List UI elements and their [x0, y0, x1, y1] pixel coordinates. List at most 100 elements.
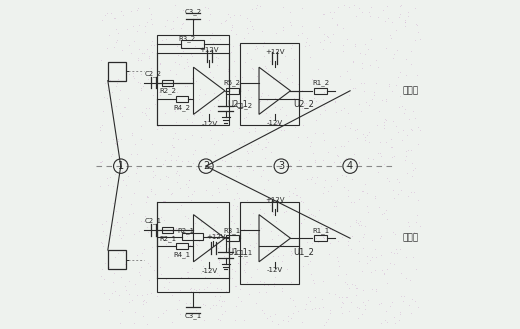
Point — [304, 42, 313, 48]
Point — [385, 179, 394, 184]
Point — [407, 62, 415, 67]
Point — [210, 103, 218, 109]
Point — [339, 48, 347, 54]
Point — [295, 58, 303, 63]
Point — [320, 184, 328, 189]
Point — [112, 141, 120, 147]
Point — [160, 198, 168, 203]
Text: 3: 3 — [278, 161, 284, 171]
Point — [277, 127, 285, 133]
Point — [204, 267, 212, 272]
Point — [230, 221, 238, 226]
Point — [409, 167, 418, 173]
Point — [233, 191, 241, 196]
Point — [395, 104, 404, 109]
Point — [353, 136, 361, 141]
Point — [235, 43, 243, 48]
Point — [163, 149, 171, 155]
Point — [311, 305, 320, 311]
Point — [131, 309, 139, 314]
Point — [389, 195, 398, 200]
Point — [383, 175, 391, 181]
Point — [110, 222, 118, 227]
Point — [257, 226, 266, 231]
Point — [381, 19, 389, 24]
Point — [260, 279, 268, 284]
Point — [286, 10, 294, 15]
Point — [96, 274, 105, 279]
Point — [97, 139, 105, 145]
Point — [106, 232, 114, 237]
Point — [352, 293, 360, 298]
Text: U1_1: U1_1 — [227, 247, 248, 256]
Point — [334, 259, 342, 264]
Point — [320, 103, 328, 109]
Point — [370, 246, 379, 251]
Point — [324, 188, 333, 193]
Point — [231, 317, 239, 323]
Point — [103, 176, 111, 181]
Point — [227, 218, 236, 223]
Point — [218, 157, 227, 163]
Point — [319, 130, 327, 136]
Point — [374, 169, 383, 175]
Point — [370, 89, 379, 94]
Point — [324, 149, 332, 155]
Point — [138, 109, 147, 114]
Point — [263, 97, 271, 103]
Point — [351, 283, 359, 288]
Point — [307, 176, 315, 181]
Point — [326, 310, 334, 316]
Point — [136, 57, 145, 63]
Point — [141, 29, 149, 34]
Point — [359, 232, 368, 237]
Point — [211, 152, 219, 157]
Point — [216, 318, 224, 323]
Point — [247, 122, 255, 128]
Point — [282, 266, 291, 272]
Point — [373, 123, 381, 128]
Point — [279, 317, 288, 323]
Point — [288, 250, 296, 256]
Point — [192, 14, 201, 20]
Point — [356, 218, 365, 223]
Point — [339, 42, 347, 47]
Point — [336, 74, 345, 79]
Point — [234, 295, 242, 300]
Point — [343, 69, 352, 74]
Point — [127, 132, 136, 138]
Point — [197, 134, 205, 139]
Point — [357, 108, 365, 114]
Point — [252, 43, 261, 48]
Point — [308, 277, 317, 283]
Point — [236, 12, 244, 17]
Point — [378, 211, 386, 216]
Point — [187, 286, 196, 291]
Point — [155, 177, 164, 182]
Point — [188, 132, 196, 138]
Point — [376, 253, 385, 258]
Point — [358, 268, 366, 273]
Point — [123, 173, 132, 179]
Point — [319, 96, 327, 102]
Point — [97, 57, 105, 62]
Point — [248, 148, 256, 154]
Point — [306, 98, 315, 103]
Point — [264, 140, 272, 145]
Point — [350, 152, 358, 157]
Point — [382, 309, 391, 314]
Point — [367, 270, 375, 275]
Point — [271, 95, 279, 100]
Point — [284, 319, 292, 324]
Point — [139, 51, 148, 56]
Point — [135, 269, 144, 274]
Point — [301, 306, 309, 312]
Point — [185, 177, 193, 183]
Point — [324, 316, 332, 322]
Point — [228, 275, 236, 281]
Point — [252, 230, 260, 235]
Point — [163, 17, 171, 23]
Point — [304, 261, 313, 266]
Text: R1_1: R1_1 — [312, 227, 329, 234]
Point — [182, 232, 190, 237]
